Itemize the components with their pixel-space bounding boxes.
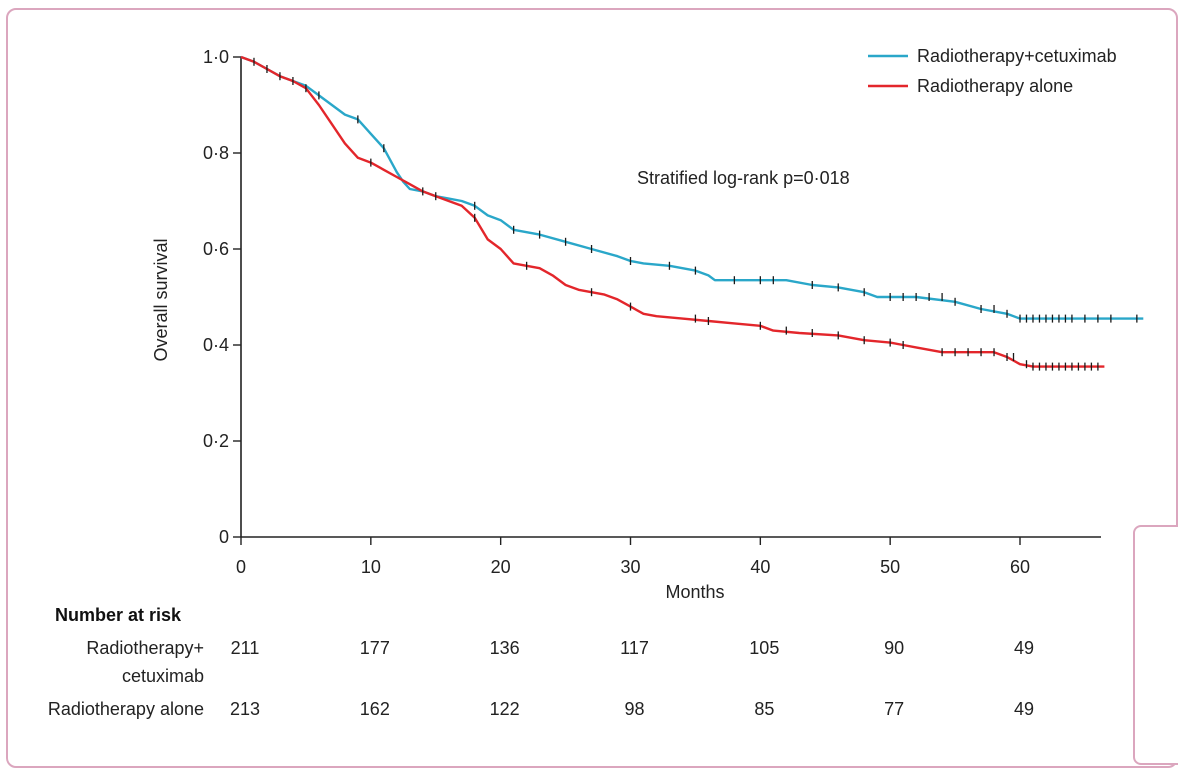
risk-value: 77 [884,699,904,719]
y-tick-label: 0·4 [203,335,229,355]
legend-label-cetuximab: Radiotherapy+cetuximab [917,46,1117,66]
risk-value: 177 [360,638,390,658]
x-tick-label: 40 [750,557,770,577]
risk-row-label-cetuximab-line1: Radiotherapy+ [86,638,204,658]
risk-row-alone: 213 162 122 98 85 77 49 [230,699,1034,719]
logrank-annotation: Stratified log-rank p=0·018 [637,168,850,188]
y-tick-label: 0·2 [203,431,229,451]
survival-curves [240,55,1144,368]
risk-value: 98 [624,699,644,719]
risk-table: Number at risk Radiotherapy+ cetuximab R… [48,605,1034,719]
curve-radiotherapy-alone [240,55,1105,368]
risk-value: 211 [231,638,260,658]
x-tick-label: 30 [620,557,640,577]
censor-marks [253,57,1138,371]
risk-value: 213 [230,699,260,719]
x-tick-label: 10 [361,557,381,577]
x-tick-label: 50 [880,557,900,577]
risk-value: 122 [490,699,520,719]
km-chart: 0 0·2 0·4 0·6 0·8 1·0 0 10 20 30 40 50 60 Overall s… [48,46,1144,719]
axes [240,57,1101,538]
risk-row-label-alone: Radiotherapy alone [48,699,204,719]
risk-value: 117 [620,638,649,658]
risk-value: 136 [490,638,520,658]
risk-value: 85 [754,699,774,719]
x-tick-label: 0 [236,557,246,577]
risk-value: 162 [360,699,390,719]
risk-value: 49 [1014,638,1034,658]
risk-value: 105 [749,638,779,658]
legend-label-alone: Radiotherapy alone [917,76,1073,96]
y-tick-label: 1·0 [203,47,229,67]
y-tick-label: 0·8 [203,143,229,163]
x-axis-title: Months [665,582,724,602]
adjacent-panel-edge [1133,525,1178,765]
risk-table-title: Number at risk [55,605,182,625]
y-tick-label: 0 [219,527,229,547]
y-axis-title: Overall survival [151,238,171,361]
x-tick-label: 20 [491,557,511,577]
x-tick-label: 60 [1010,557,1030,577]
y-tick-label: 0·6 [203,239,229,259]
risk-row-label-cetuximab-line2: cetuximab [122,666,204,686]
x-ticks: 0 10 20 30 40 50 60 [236,537,1030,577]
risk-value: 90 [884,638,904,658]
y-ticks: 0 0·2 0·4 0·6 0·8 1·0 [203,47,241,547]
legend: Radiotherapy+cetuximab Radiotherapy alon… [868,46,1117,96]
risk-row-cetuximab: 211 177 136 117 105 90 49 [231,638,1034,658]
risk-value: 49 [1014,699,1034,719]
